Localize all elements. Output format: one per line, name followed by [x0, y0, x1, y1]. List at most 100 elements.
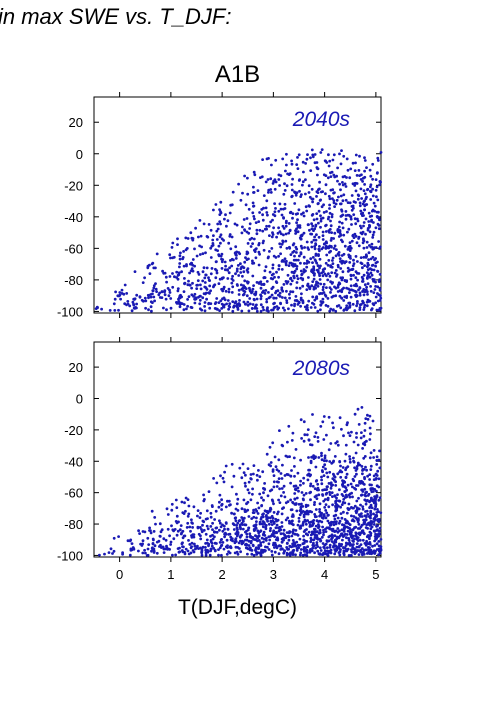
scatter-point [372, 268, 376, 272]
scatter-point [333, 205, 336, 209]
scatter-point [273, 275, 276, 279]
scatter-point [292, 249, 296, 253]
scatter-point [280, 477, 284, 480]
scatter-point [368, 546, 371, 549]
scatter-point [320, 553, 324, 556]
scatter-point [276, 518, 280, 522]
scatter-point [213, 307, 217, 310]
scatter-point [254, 293, 257, 297]
scatter-point [255, 520, 258, 523]
scatter-point [328, 546, 332, 549]
scatter-point [330, 271, 334, 274]
scatter-point [353, 217, 357, 221]
scatter-point [351, 485, 354, 489]
scatter-point [256, 501, 259, 505]
scatter-point [128, 539, 132, 543]
scatter-point [378, 466, 382, 470]
scatter-point [117, 535, 120, 538]
scatter-point [228, 503, 231, 507]
scatter-point [324, 509, 328, 512]
y-tick-label: -40 [64, 454, 83, 469]
scatter-point [377, 227, 381, 231]
scatter-point [377, 477, 381, 481]
scatter-point [178, 305, 182, 309]
scatter-point [302, 548, 306, 551]
scatter-point [203, 305, 207, 308]
scatter-point [341, 240, 344, 244]
scatter-point [252, 553, 256, 557]
scatter-point [212, 546, 216, 550]
scatter-point [315, 233, 318, 237]
scatter-point [222, 305, 226, 309]
scatter-point [368, 456, 372, 460]
scatter-point [191, 526, 195, 529]
scatter-point [322, 545, 326, 549]
scatter-point [204, 548, 208, 552]
scatter-point [339, 505, 342, 509]
scatter-point [276, 512, 279, 516]
scatter-point [178, 257, 182, 261]
scatter-point [296, 212, 299, 216]
scatter-point [270, 235, 274, 239]
scatter-point [203, 498, 206, 501]
scatter-point [200, 551, 204, 555]
scatter-point [331, 256, 335, 260]
scatter-point [351, 518, 355, 522]
scatter-point [303, 433, 307, 437]
y-tick-label: -80 [64, 273, 83, 288]
scatter-point [230, 537, 234, 541]
scatter-point [242, 266, 246, 270]
scatter-point [333, 494, 337, 497]
scatter-point [353, 232, 357, 236]
scatter-point [168, 275, 172, 278]
scatter-point [279, 174, 283, 178]
scatter-point [169, 306, 173, 310]
scatter-point [340, 532, 343, 536]
scatter-point [180, 531, 184, 535]
scatter-point [282, 532, 285, 535]
x-tick-label: 0 [116, 567, 123, 582]
scatter-point [362, 273, 366, 277]
scatter-point [197, 273, 201, 276]
scatter-point [220, 538, 224, 541]
scatter-point [262, 276, 266, 280]
scatter-point [152, 266, 156, 270]
scatter-point [327, 551, 330, 555]
scatter-point [245, 502, 248, 506]
scatter-point [231, 274, 235, 278]
scatter-point [299, 252, 303, 256]
scatter-point [344, 214, 348, 217]
scatter-point [265, 199, 269, 203]
scatter-point [319, 214, 322, 218]
scatter-point [308, 205, 311, 208]
scatter-point [240, 231, 244, 235]
scatter-point [217, 301, 221, 304]
scatter-point [356, 520, 360, 524]
scatter-point [265, 300, 269, 304]
scatter-point [252, 185, 255, 189]
scatter-point [125, 292, 129, 295]
scatter-point [268, 445, 272, 449]
scatter-point [220, 267, 224, 270]
scatter-point [328, 490, 331, 494]
scatter-point [306, 545, 309, 549]
scatter-point [353, 466, 356, 470]
scatter-point [169, 540, 173, 544]
scatter-point [293, 497, 297, 501]
scatter-point [343, 518, 347, 521]
scatter-point [303, 246, 306, 249]
scatter-point [254, 526, 258, 530]
scatter-point [358, 308, 362, 311]
scatter-point [143, 296, 147, 300]
scatter-point [273, 202, 276, 206]
scatter-point [377, 498, 381, 502]
scatter-point [324, 247, 328, 250]
scatter-point [363, 192, 367, 196]
scatter-point [285, 553, 289, 557]
scatter-point [183, 501, 186, 505]
scatter-point [370, 214, 374, 218]
scatter-point [290, 279, 294, 283]
scatter-point [149, 295, 153, 299]
scatter-point [311, 256, 315, 259]
scatter-point [245, 252, 249, 256]
